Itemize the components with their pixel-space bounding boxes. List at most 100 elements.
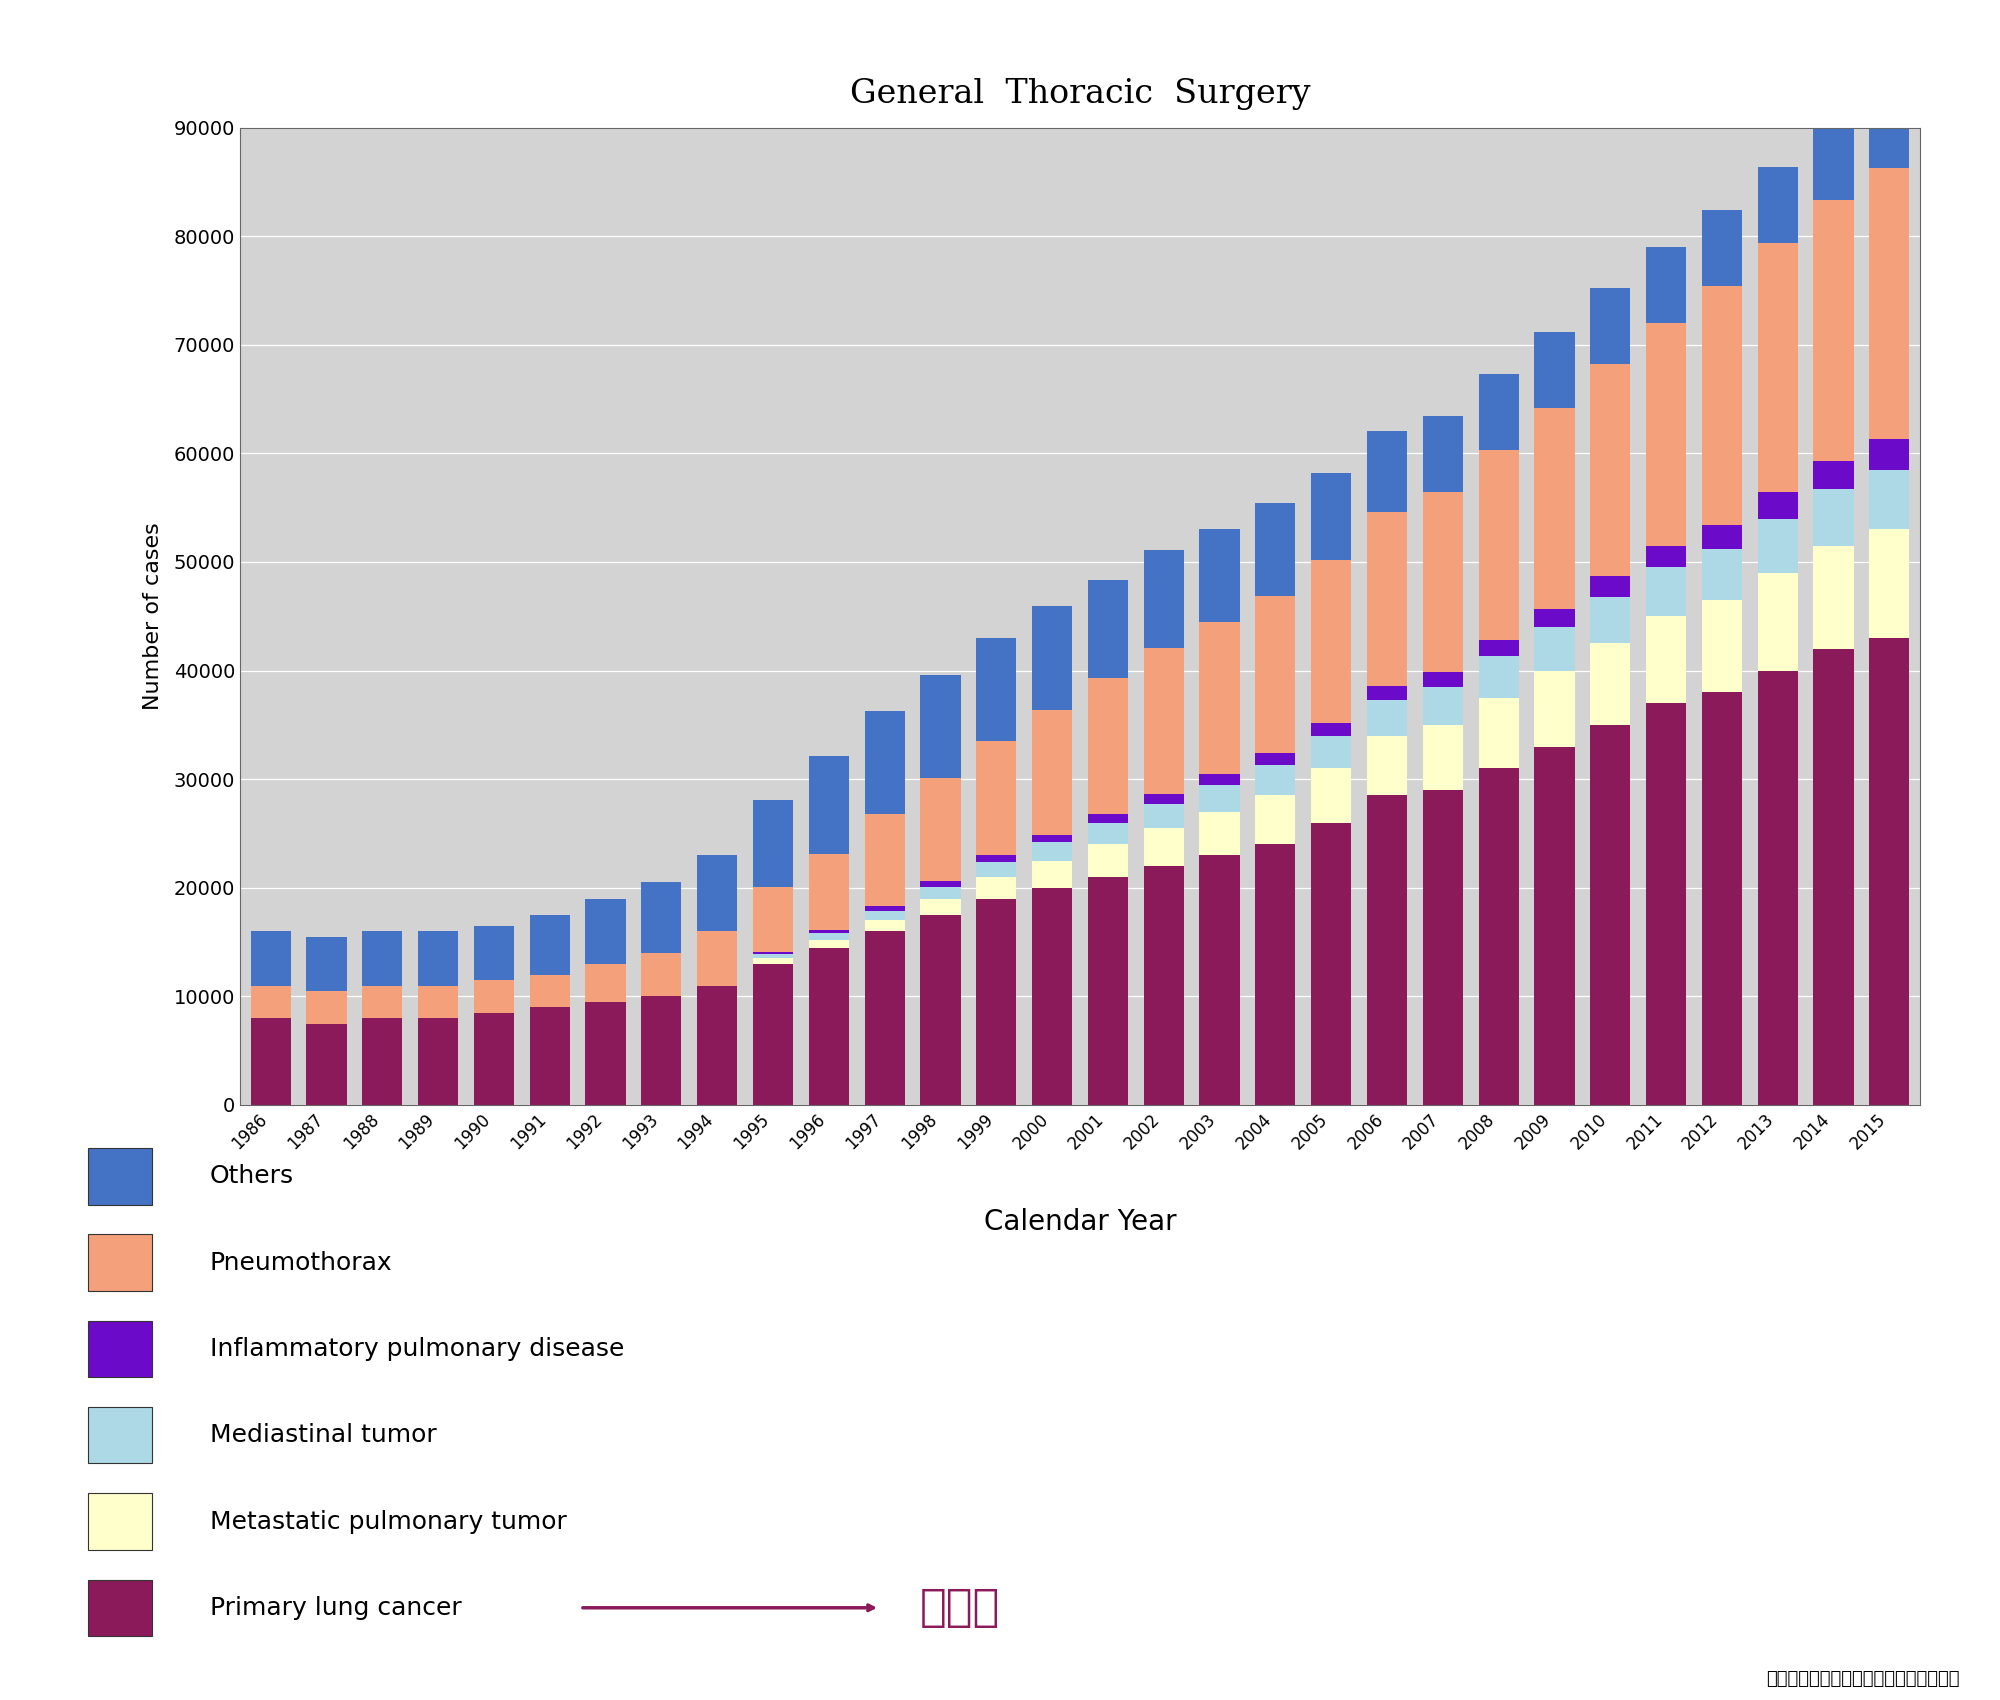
Bar xyxy=(1478,656,1518,697)
Bar xyxy=(864,932,904,1105)
Bar xyxy=(976,741,1016,855)
Bar xyxy=(586,899,626,964)
Bar xyxy=(920,779,960,881)
Bar xyxy=(1702,600,1742,692)
FancyBboxPatch shape xyxy=(88,1579,152,1635)
Bar xyxy=(698,986,738,1105)
Bar xyxy=(1534,627,1574,670)
Bar xyxy=(1256,796,1296,845)
Bar xyxy=(698,932,738,986)
Text: Pneumothorax: Pneumothorax xyxy=(210,1251,392,1275)
Bar xyxy=(1256,765,1296,796)
Bar xyxy=(920,915,960,1105)
Bar xyxy=(1366,430,1408,512)
Bar xyxy=(642,954,682,996)
Bar xyxy=(864,911,904,920)
Bar xyxy=(1590,643,1630,724)
Bar xyxy=(1256,503,1296,595)
Bar xyxy=(530,974,570,1006)
Bar xyxy=(1534,332,1574,408)
Bar xyxy=(1366,700,1408,736)
Bar xyxy=(1312,559,1352,722)
Bar xyxy=(976,862,1016,877)
Text: 日本の肺がん手術件数は直線的に増加している: 日本の肺がん手術件数は直線的に増加している xyxy=(236,26,760,68)
Bar xyxy=(864,906,904,911)
Bar xyxy=(920,887,960,899)
Bar xyxy=(808,756,848,853)
Bar xyxy=(1312,823,1352,1105)
Bar xyxy=(1534,408,1574,609)
Bar xyxy=(1478,374,1518,450)
Text: 肺がん: 肺がん xyxy=(920,1586,1000,1629)
Bar xyxy=(642,996,682,1105)
Bar xyxy=(1870,529,1910,638)
Bar xyxy=(1088,823,1128,845)
Text: Others: Others xyxy=(210,1164,294,1188)
Bar xyxy=(1478,641,1518,656)
FancyBboxPatch shape xyxy=(88,1234,152,1290)
Bar xyxy=(1590,724,1630,1105)
Bar xyxy=(1646,546,1686,568)
Bar xyxy=(976,899,1016,1105)
Bar xyxy=(1702,286,1742,525)
Bar xyxy=(920,675,960,779)
Bar xyxy=(1032,709,1072,835)
Bar xyxy=(306,937,346,991)
Y-axis label: Number of cases: Number of cases xyxy=(142,522,162,711)
Bar xyxy=(1032,842,1072,860)
Bar xyxy=(808,947,848,1105)
Bar xyxy=(1312,473,1352,559)
Bar xyxy=(474,981,514,1013)
Bar xyxy=(250,932,290,986)
Bar xyxy=(1422,416,1462,493)
Bar xyxy=(1758,670,1798,1105)
Text: Inflammatory pulmonary disease: Inflammatory pulmonary disease xyxy=(210,1336,624,1362)
Bar xyxy=(1534,609,1574,627)
Bar xyxy=(1870,439,1910,469)
Bar xyxy=(1646,617,1686,704)
Bar xyxy=(1814,124,1854,201)
Bar xyxy=(362,1018,402,1105)
Bar xyxy=(1256,845,1296,1105)
Bar xyxy=(250,1018,290,1105)
Bar xyxy=(864,920,904,932)
Bar xyxy=(1814,649,1854,1105)
Bar xyxy=(1870,469,1910,529)
Bar xyxy=(1870,92,1910,168)
Bar xyxy=(864,711,904,814)
Bar xyxy=(698,855,738,932)
Bar xyxy=(1032,860,1072,887)
Bar xyxy=(1144,794,1184,804)
Bar xyxy=(1534,746,1574,1105)
Bar xyxy=(752,964,794,1105)
Bar xyxy=(1422,687,1462,724)
Bar xyxy=(1646,323,1686,546)
Bar xyxy=(1256,595,1296,753)
Bar xyxy=(1478,450,1518,641)
Bar xyxy=(1312,736,1352,768)
Bar xyxy=(418,986,458,1018)
Bar xyxy=(1312,768,1352,823)
Bar xyxy=(1590,364,1630,576)
Bar xyxy=(1590,289,1630,364)
Bar xyxy=(1758,243,1798,493)
Bar xyxy=(752,799,794,887)
Bar xyxy=(752,959,794,964)
Bar xyxy=(586,1001,626,1105)
Bar xyxy=(1646,246,1686,323)
Bar xyxy=(1758,167,1798,243)
Bar xyxy=(752,952,794,954)
Bar xyxy=(1758,573,1798,670)
Bar xyxy=(1422,493,1462,672)
Bar xyxy=(1144,648,1184,794)
Bar xyxy=(1088,845,1128,877)
Bar xyxy=(642,882,682,954)
Bar xyxy=(1144,865,1184,1105)
Bar xyxy=(1256,753,1296,765)
Text: Primary lung cancer: Primary lung cancer xyxy=(210,1596,462,1620)
Bar xyxy=(1032,607,1072,709)
Bar xyxy=(1590,576,1630,597)
Bar xyxy=(1646,568,1686,617)
Bar xyxy=(752,887,794,952)
Bar xyxy=(306,1023,346,1105)
